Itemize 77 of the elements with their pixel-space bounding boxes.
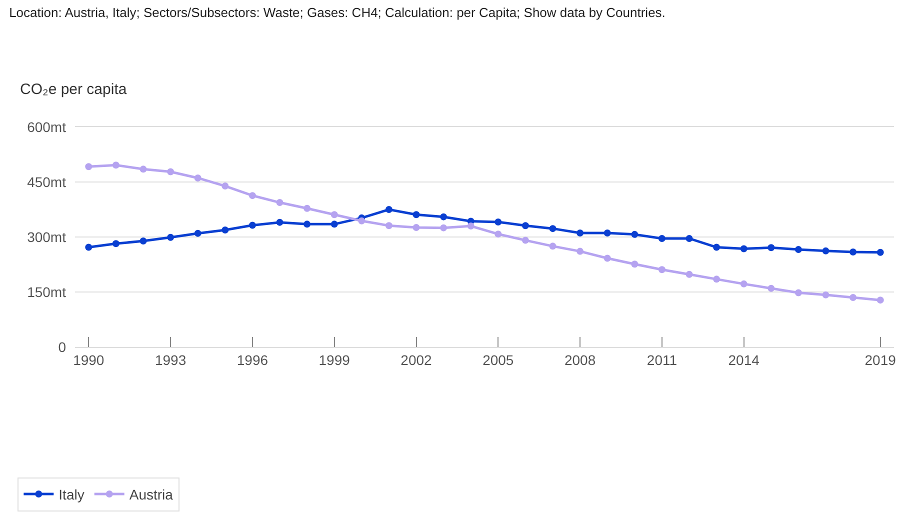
point (112, 240, 120, 248)
point (686, 234, 693, 242)
point (167, 168, 174, 176)
point (440, 213, 448, 220)
point (222, 182, 229, 190)
point (330, 211, 338, 218)
x-tick-label: 2019 (864, 352, 896, 368)
x-tick-label: 2005 (482, 352, 514, 368)
point (412, 224, 420, 231)
point (576, 229, 584, 236)
point (194, 230, 202, 237)
point (576, 248, 584, 255)
point (876, 296, 884, 304)
point (140, 166, 147, 173)
x-tick-label: 2002 (400, 352, 432, 368)
point (112, 162, 120, 169)
point (222, 226, 229, 234)
point (740, 280, 748, 288)
point (604, 229, 611, 236)
point (631, 230, 638, 238)
legend-label: Austria (129, 486, 174, 502)
y-tick-label: 150mt (27, 284, 66, 300)
point (140, 238, 147, 245)
point (768, 244, 775, 252)
point (167, 234, 174, 241)
point (850, 248, 857, 256)
point (248, 192, 256, 200)
point (549, 225, 556, 232)
point (412, 211, 420, 218)
point (631, 260, 638, 268)
point (494, 218, 502, 226)
legend-label: Italy (58, 486, 84, 502)
x-tick-label: 1996 (236, 352, 268, 368)
point (822, 291, 830, 298)
y-tick-label: 450mt (27, 174, 66, 190)
point (85, 244, 92, 251)
y-axis-title: CO₂e per capita (20, 81, 128, 98)
x-tick-label: 1993 (154, 352, 186, 368)
y-tick-label: 600mt (27, 118, 66, 135)
point (850, 294, 857, 301)
point (604, 254, 611, 262)
point (194, 174, 202, 182)
y-tick-label: 0 (58, 338, 66, 355)
point (440, 224, 448, 232)
point (740, 245, 748, 252)
x-tick-label: 2008 (564, 352, 596, 368)
point (494, 230, 502, 238)
point (549, 242, 556, 250)
point (713, 276, 720, 283)
point (794, 246, 802, 253)
x-tick-label: 1999 (318, 352, 350, 368)
point (467, 222, 474, 230)
point (304, 204, 311, 212)
point (85, 163, 92, 170)
point (713, 244, 720, 251)
y-tick-label: 300mt (27, 228, 66, 245)
x-tick-label: 2014 (728, 352, 760, 368)
point (330, 220, 338, 228)
point (658, 266, 666, 274)
point (822, 247, 830, 254)
point (358, 217, 366, 224)
point (248, 222, 256, 229)
point (522, 236, 529, 244)
x-tick-label: 1990 (73, 352, 104, 368)
point (276, 218, 284, 226)
point (686, 270, 693, 278)
point (522, 222, 529, 230)
chart-title: Location: Austria, Italy; Sectors/Subsectors: Waste; Gases: CH4; Calculation: per Capita; Show data by Countries. (9, 4, 666, 20)
point (794, 289, 802, 296)
point (768, 284, 775, 292)
point (658, 234, 666, 242)
point (385, 206, 392, 213)
point (876, 248, 884, 256)
x-tick-label: 2011 (646, 352, 678, 368)
point (276, 199, 284, 206)
point (304, 220, 311, 228)
point (385, 222, 392, 230)
